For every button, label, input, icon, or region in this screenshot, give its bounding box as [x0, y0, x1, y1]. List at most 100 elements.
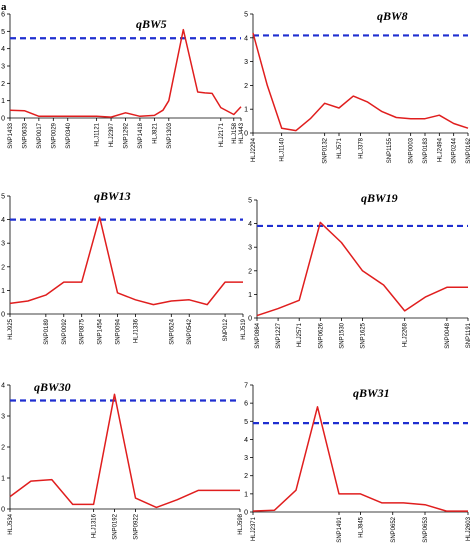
marker-label: SNP0340 [66, 122, 72, 148]
y-tick-label: 4 [1, 46, 5, 53]
y-tick-label: 5 [244, 12, 248, 19]
panel-title: qBW19 [361, 191, 398, 205]
marker-label: SNP0864 [255, 322, 261, 348]
lod-curve [9, 393, 240, 509]
marker-label: HLJ443 [239, 122, 245, 143]
y-tick-label: 1 [1, 98, 5, 105]
marker-label: SNP0017 [37, 122, 43, 148]
marker-label: SNP0626 [318, 322, 324, 348]
marker-label: SNP0875 [80, 318, 86, 344]
marker-label: HLJ2397 [109, 122, 115, 147]
marker-label: HLJ158 [232, 122, 238, 143]
y-tick-label: 5 [1, 29, 5, 36]
marker-label: SNP1530 [339, 322, 345, 348]
y-tick-label: 1 [244, 107, 248, 114]
marker-label: SNP1433 [8, 122, 14, 148]
chart-panels: 0 1 2 3 4 5 6 SNP1433 SNP0633 SNP0017 SNP0029 SNP03… [1, 9, 472, 543]
marker-label: SNP0029 [51, 122, 57, 148]
marker-label: SNP1491 [337, 516, 343, 542]
marker-label: HLJ821 [152, 122, 158, 143]
marker-label: HLJ2268 [403, 322, 409, 347]
y-tick-label: 2 [1, 445, 5, 452]
marker-label: HLJ519 [241, 318, 247, 339]
y-tick-label: 1 [1, 476, 5, 483]
y-tick-label: 1 [1, 288, 5, 295]
y-tick-label: 5 [1, 194, 5, 201]
y-tick-label: 4 [248, 221, 252, 228]
marker-label: SNP0162 [466, 137, 472, 163]
y-tick-label: 7 [244, 383, 248, 390]
marker-label: SNP1418 [138, 122, 144, 148]
marker-label: HLJ2571 [297, 322, 303, 347]
lod-curve [252, 32, 469, 132]
y-tick-label: 4 [244, 35, 248, 42]
panel-title: qBW8 [377, 9, 408, 23]
marker-label: HLJ571 [337, 137, 343, 158]
y-tick-label: 6 [1, 12, 5, 19]
marker-label: HLJ534 [8, 513, 14, 534]
marker-label: SNP0922 [133, 513, 139, 539]
y-tick-label: 6 [244, 401, 248, 408]
marker-label: HLJ2603 [466, 516, 472, 541]
y-tick-label: 4 [244, 437, 248, 444]
marker-label: SNP0192 [113, 513, 119, 539]
y-tick-label: 2 [1, 81, 5, 88]
chart-panel-6: 0 1 2 3 4 5 6 7 HLJ2371 SNP1491 HLJ845 SNP0652 SNP06… [244, 383, 472, 543]
marker-label: SNP1625 [361, 322, 367, 348]
y-tick-label: 3 [1, 64, 5, 71]
lod-curve [9, 216, 243, 306]
marker-label: SNP0183 [423, 137, 429, 163]
panel-title: qBW31 [353, 386, 390, 400]
y-tick-label: 0 [248, 316, 252, 323]
y-tick-label: 4 [1, 217, 5, 224]
y-tick-label: 0 [1, 312, 5, 319]
y-tick-label: 3 [248, 245, 252, 252]
marker-label: SNP1191 [466, 322, 472, 348]
marker-label: SNP0189 [44, 318, 50, 344]
y-tick-label: 5 [244, 419, 248, 426]
marker-label: HLJ2171 [219, 122, 225, 147]
marker-label: HLJ925 [8, 318, 14, 339]
marker-label: SNP0092 [62, 318, 68, 344]
marker-label: HLJ845 [359, 516, 365, 537]
marker-label: SNP1454 [98, 318, 104, 344]
panel-title: qBW30 [34, 380, 71, 394]
chart-panel-5: 0 1 2 3 4 HLJ534 HLJ1316 SNP0192 SNP0922 HLJ598 qB… [1, 380, 244, 540]
marker-label: SNP0633 [22, 122, 28, 148]
marker-label: HLJ1316 [92, 513, 98, 538]
y-tick-label: 0 [1, 116, 5, 123]
y-tick-label: 2 [244, 83, 248, 90]
marker-label: SNP1292 [124, 122, 130, 148]
figure-label: a [1, 1, 7, 13]
marker-label: SNP1303 [167, 122, 173, 148]
y-tick-label: 3 [1, 241, 5, 248]
marker-label: SNP012 [223, 318, 229, 341]
marker-label: SNP0094 [116, 318, 122, 344]
chart-panel-2: 0 1 2 3 4 5 HLJ2294 HLJ1140 SNP0132 HLJ571 HLJ378 S… [244, 9, 472, 164]
marker-label: HLJ378 [359, 137, 365, 158]
y-tick-label: 2 [244, 473, 248, 480]
marker-label: SNP0652 [391, 516, 397, 542]
y-tick-label: 3 [244, 59, 248, 66]
marker-label: SNP0132 [323, 137, 329, 163]
chart-panel-4: 0 1 2 3 4 5 SNP0864 SNP1227 HLJ2571 SNP0626 SNP153… [248, 191, 472, 349]
y-tick-label: 3 [1, 414, 5, 421]
y-tick-label: 5 [248, 198, 252, 205]
lod-curve [9, 28, 242, 118]
y-tick-label: 2 [1, 264, 5, 271]
panel-title: qBW13 [94, 189, 131, 203]
marker-label: SNP0653 [423, 516, 429, 542]
y-tick-label: 0 [244, 131, 248, 138]
y-tick-label: 2 [248, 268, 252, 275]
marker-label: SNP1155 [387, 137, 393, 163]
marker-label: SNP0048 [445, 322, 451, 348]
y-tick-label: 0 [244, 510, 248, 517]
marker-label: SNP0542 [187, 318, 193, 344]
marker-label: HLJ1140 [280, 137, 286, 161]
y-tick-label: 4 [1, 383, 5, 390]
marker-label: SNP0524 [169, 318, 175, 344]
lod-curve [252, 406, 468, 512]
marker-label: SNP1227 [276, 322, 282, 348]
chart-panel-1: 0 1 2 3 4 5 6 SNP1433 SNP0633 SNP0017 SNP0029 SNP03… [1, 12, 245, 149]
marker-label: HLJ2494 [437, 137, 443, 162]
